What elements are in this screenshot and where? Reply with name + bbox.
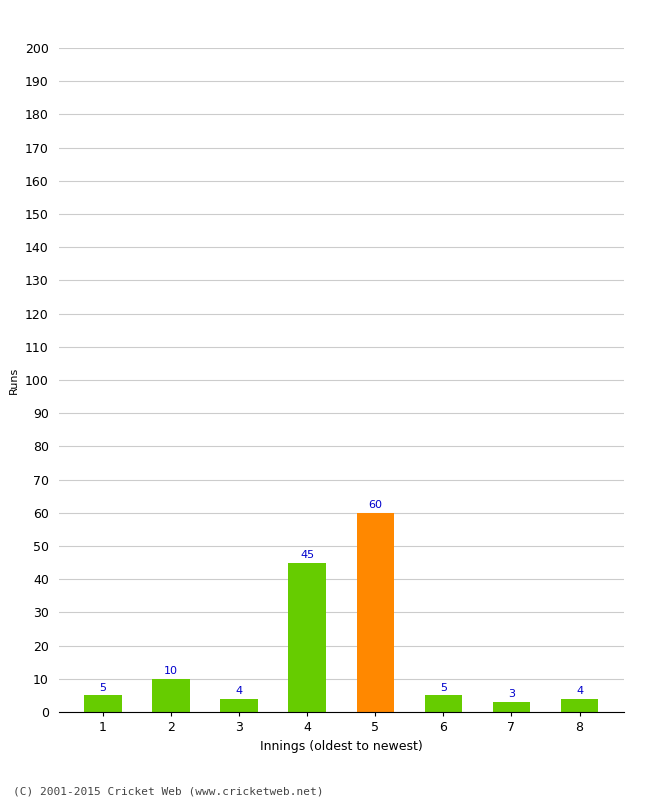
Text: 5: 5 [440,682,447,693]
Bar [357,513,394,712]
Text: 4: 4 [235,686,242,696]
Bar [424,695,462,712]
Text: 4: 4 [576,686,583,696]
Bar [152,678,190,712]
Text: (C) 2001-2015 Cricket Web (www.cricketweb.net): (C) 2001-2015 Cricket Web (www.cricketwe… [13,786,324,796]
Text: 45: 45 [300,550,314,560]
Bar [561,698,598,712]
Text: 10: 10 [164,666,178,676]
Bar [289,562,326,712]
Text: 60: 60 [369,500,382,510]
Bar [84,695,122,712]
Text: 5: 5 [99,682,107,693]
Bar [220,698,258,712]
X-axis label: Innings (oldest to newest): Innings (oldest to newest) [260,739,422,753]
Text: 3: 3 [508,690,515,699]
Y-axis label: Runs: Runs [9,366,20,394]
Bar [493,702,530,712]
